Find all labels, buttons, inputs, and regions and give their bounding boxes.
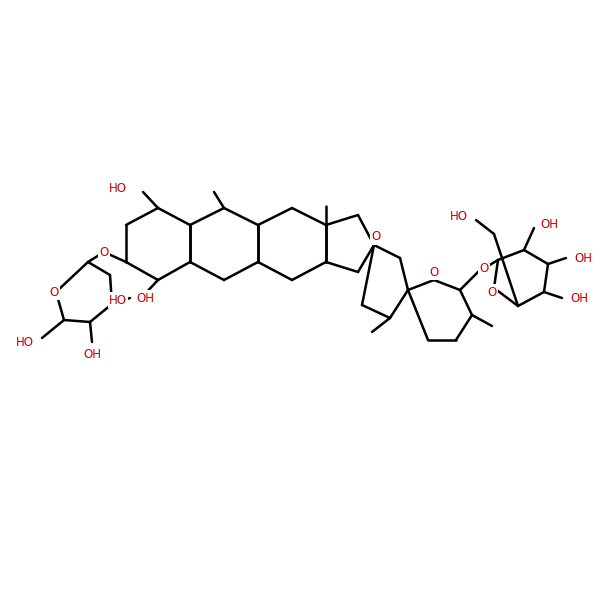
Text: O: O (100, 245, 109, 259)
Text: HO: HO (450, 209, 468, 223)
Text: O: O (430, 265, 439, 278)
Text: O: O (49, 286, 59, 298)
Text: OH: OH (540, 217, 558, 230)
Text: HO: HO (109, 181, 127, 194)
Text: OH: OH (136, 292, 154, 304)
Text: O: O (371, 230, 380, 244)
Text: O: O (479, 262, 488, 275)
Text: OH: OH (570, 292, 588, 304)
Text: OH: OH (83, 347, 101, 361)
Text: OH: OH (574, 251, 592, 265)
Text: O: O (487, 286, 497, 298)
Text: HO: HO (109, 293, 127, 307)
Text: HO: HO (16, 335, 34, 349)
